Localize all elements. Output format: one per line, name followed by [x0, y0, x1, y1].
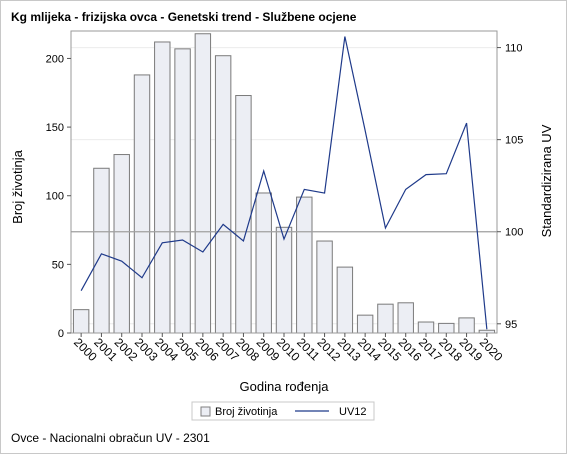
- x-axis-label: Godina rođenja: [240, 379, 330, 394]
- bar: [336, 266, 354, 334]
- y-left-tick-labels: 0 50 100 150 200: [46, 53, 71, 340]
- bar: [154, 41, 171, 334]
- bar: [133, 74, 151, 334]
- y-left-tick-label: 100: [46, 191, 64, 203]
- bar: [377, 303, 394, 334]
- bar: [438, 322, 455, 334]
- bar: [397, 302, 414, 334]
- y-right-tick-label: 110: [505, 43, 523, 55]
- footnote: Ovce - Nacionalni obračun UV - 2301: [11, 431, 210, 445]
- y-left-axis-label: Broj životinja: [10, 149, 25, 223]
- bar: [275, 226, 293, 334]
- bar: [174, 48, 191, 334]
- line-series: [80, 36, 488, 330]
- bar: [255, 192, 272, 334]
- chart-title: Kg mlijeka - frizijska ovca - Genetski t…: [11, 10, 357, 24]
- bar: [458, 317, 475, 334]
- bar: [194, 33, 212, 334]
- bar: [93, 167, 110, 334]
- bar: [296, 196, 313, 334]
- bar-series: [72, 33, 496, 334]
- bar: [72, 309, 90, 334]
- y-right-tick-label: 105: [505, 135, 523, 147]
- y-left-tick-label: 50: [52, 259, 64, 271]
- bar: [214, 55, 232, 334]
- x-tick-labels: 2000200120022003200420052006200720082009…: [71, 333, 506, 364]
- legend: Broj životinja UV12: [191, 401, 375, 421]
- bar: [113, 154, 130, 334]
- y-left-tick-label: 150: [46, 122, 64, 134]
- legend-box: [191, 401, 375, 421]
- legend-label-line: UV12: [339, 406, 367, 418]
- legend-label-bars: Broj životinja: [215, 406, 278, 418]
- y-left-tick-label: 200: [46, 53, 64, 65]
- y-right-axis-label: Standardizirana UV: [539, 124, 554, 237]
- y-right-tick-label: 100: [505, 227, 523, 239]
- y-right-tick-labels: 95 100 105 110: [497, 43, 523, 331]
- bar: [417, 321, 435, 334]
- bar: [235, 95, 252, 334]
- y-left-tick-label: 0: [58, 328, 64, 340]
- uv12-line: [80, 36, 488, 330]
- y-right-tick-label: 95: [505, 319, 517, 331]
- bar: [316, 240, 333, 334]
- bar: [356, 314, 374, 334]
- legend-bar-swatch: [200, 406, 211, 417]
